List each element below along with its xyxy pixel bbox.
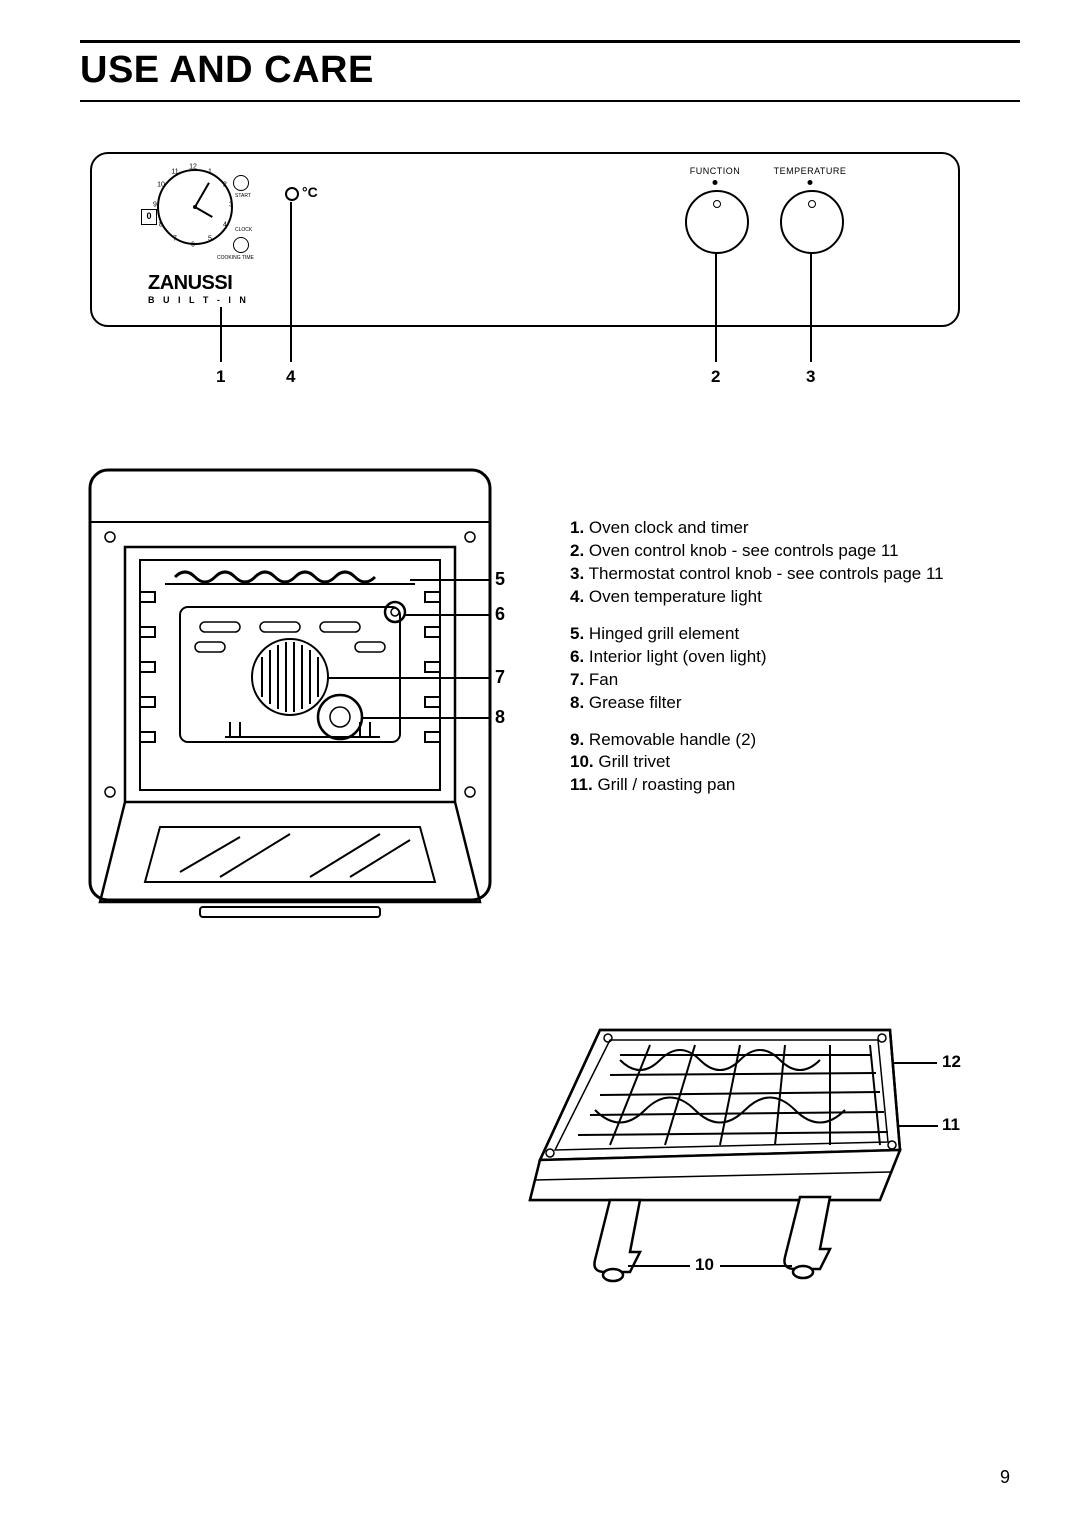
legend-item: 10. Grill trivet <box>570 751 1020 774</box>
grill-pan-diagram: 12 11 10 <box>500 1000 980 1350</box>
legend-list: 1. Oven clock and timer 2. Oven control … <box>570 462 1020 942</box>
clock-zero-indicator: 0 <box>141 209 157 225</box>
callout-8: 8 <box>495 707 505 728</box>
callout-4: 4 <box>286 367 295 387</box>
control-panel-diagram: 12 1 2 3 4 5 6 7 8 9 10 11 /* ticks draw… <box>90 152 970 402</box>
legend-item: 9. Removable handle (2) <box>570 729 1020 752</box>
leader-4 <box>290 202 292 362</box>
page-number: 9 <box>1000 1467 1010 1488</box>
temperature-dot <box>808 180 813 185</box>
function-label: FUNCTION <box>690 166 741 176</box>
legend-item: 2. Oven control knob - see controls page… <box>570 540 1020 563</box>
leader-3 <box>810 252 812 362</box>
callout-6: 6 <box>495 604 505 625</box>
clock-knob-top <box>233 175 249 191</box>
leader-2 <box>715 252 717 362</box>
document-page: USE AND CARE 12 1 2 3 4 5 6 7 8 9 10 11 <box>0 0 1080 1528</box>
legend-item: 3. Thermostat control knob - see control… <box>570 563 1020 586</box>
function-dot <box>713 180 718 185</box>
callout-10: 10 <box>695 1255 714 1275</box>
title-underline <box>80 100 1020 102</box>
callout-12: 12 <box>942 1052 961 1072</box>
legend-item: 1. Oven clock and timer <box>570 517 1020 540</box>
top-rule <box>80 40 1020 43</box>
legend-item: 11. Grill / roasting pan <box>570 774 1020 797</box>
callout-1: 1 <box>216 367 225 387</box>
function-knob <box>685 190 749 254</box>
clock-knob-bottom <box>233 237 249 253</box>
legend-item: 6. Interior light (oven light) <box>570 646 1020 669</box>
legend-item: 8. Grease filter <box>570 692 1020 715</box>
leader-1 <box>220 307 222 362</box>
legend-item: 7. Fan <box>570 669 1020 692</box>
callout-5: 5 <box>495 569 505 590</box>
brand-logo: ZANUSSI <box>148 272 232 295</box>
temperature-knob <box>780 190 844 254</box>
callout-7: 7 <box>495 667 505 688</box>
oven-temp-light <box>285 187 299 201</box>
temp-unit: °C <box>302 184 318 200</box>
callout-11: 11 <box>942 1115 960 1135</box>
legend-item: 4. Oven temperature light <box>570 586 1020 609</box>
callout-2: 2 <box>711 367 720 387</box>
oven-cavity-diagram: 5 6 7 8 <box>80 462 530 942</box>
temperature-label: TEMPERATURE <box>774 166 847 176</box>
clock-timer: 12 1 2 3 4 5 6 7 8 9 10 11 /* ticks draw… <box>145 167 255 262</box>
page-title: USE AND CARE <box>80 49 1020 92</box>
oven-cavity-svg <box>80 462 500 932</box>
callout-3: 3 <box>806 367 815 387</box>
brand-subtext: B U I L T - I N <box>148 295 249 305</box>
legend-item: 5. Hinged grill element <box>570 623 1020 646</box>
